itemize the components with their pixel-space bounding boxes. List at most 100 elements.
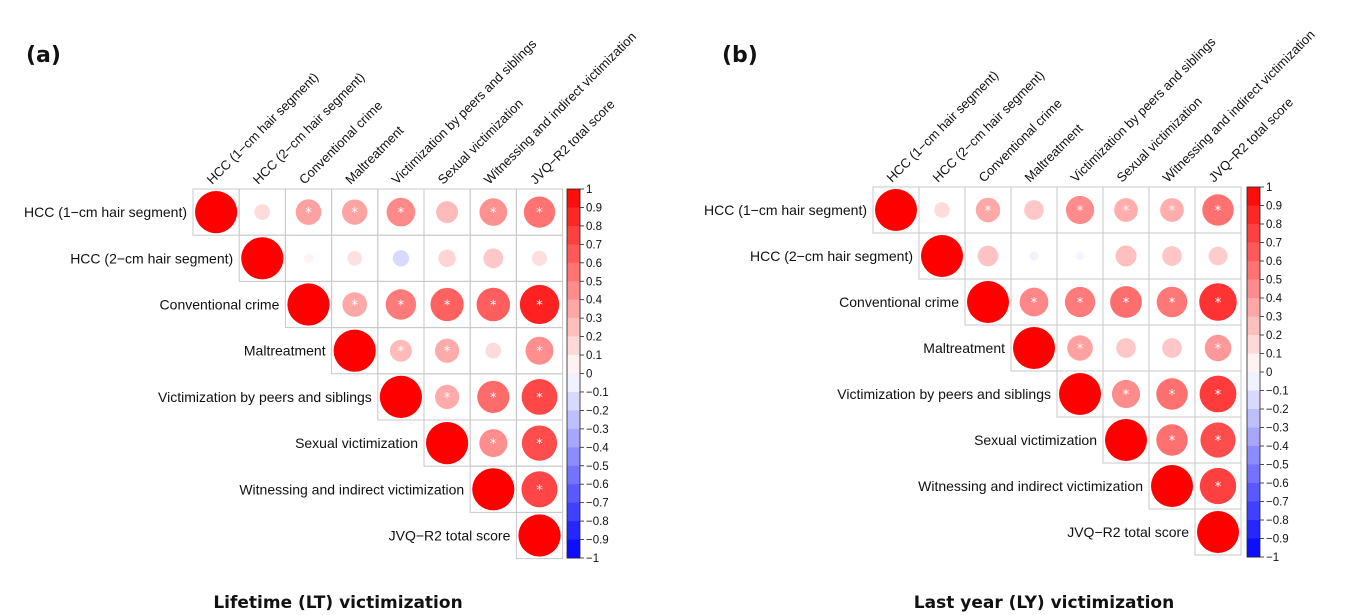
row-label: Witnessing and indirect victimization [239, 481, 464, 497]
significance-marker: * [444, 299, 451, 314]
correlation-circle [1199, 375, 1237, 413]
colorbar-segment [567, 521, 580, 540]
colorbar-segment [1247, 335, 1260, 354]
correlation-circle [386, 197, 416, 227]
colorbar-tick-label: 0.8 [1266, 219, 1282, 231]
correlation-circle [333, 329, 376, 372]
correlation-circle [426, 422, 469, 465]
colorbar-tick-label: 0.2 [1266, 330, 1282, 342]
correlation-circle [1156, 378, 1188, 410]
colorbar-tick-label: −0.9 [1266, 534, 1289, 546]
significance-marker: * [1031, 296, 1038, 311]
colorbar-tick-label: 0.4 [586, 295, 603, 307]
significance-marker: * [305, 206, 312, 221]
colorbar-segment [567, 299, 580, 319]
colorbar-tick-label: −0.2 [586, 405, 609, 417]
colorbar-tick-label: −0.6 [586, 479, 609, 491]
row-label: Sexual victimization [974, 432, 1097, 448]
correlation-circle [1059, 373, 1101, 415]
colorbar-segment [1247, 261, 1260, 280]
correlation-circle [977, 245, 999, 267]
correlation-circle [1160, 198, 1184, 222]
significance-marker: * [398, 206, 405, 221]
colorbar-segment [567, 281, 580, 301]
colorbar-segment [567, 428, 580, 448]
significance-marker: * [351, 206, 358, 221]
colorbar-segment [567, 391, 580, 411]
significance-marker: * [536, 206, 543, 221]
correlation-circle [1199, 467, 1237, 505]
colorbar-tick-label: 0.2 [586, 332, 602, 344]
correlation-circle [1204, 334, 1232, 362]
colorbar-segment [1247, 538, 1260, 558]
correlation-circle [921, 235, 963, 277]
colorbar-tick-label: −0.5 [1266, 460, 1289, 472]
correlation-circle [967, 281, 1009, 323]
correlation-circle [392, 250, 410, 267]
correlation-circle [518, 514, 561, 557]
significance-marker: * [1077, 296, 1084, 311]
colorbar-tick-label: 0.8 [586, 221, 602, 233]
correlation-circle [1151, 465, 1193, 507]
colorbar-tick-label: −1 [1266, 552, 1279, 564]
column-label: Conventional crime [976, 96, 1065, 185]
significance-marker: * [1215, 480, 1222, 495]
correlation-circle [1197, 511, 1239, 553]
colorbar-segment [1247, 242, 1260, 262]
correlation-circle [347, 250, 363, 266]
colorbar-tick-label: 0.7 [1266, 238, 1282, 250]
row-label: HCC (1−cm hair segment) [24, 204, 187, 220]
colorbar-tick-label: −0.8 [1266, 515, 1289, 527]
row-label: JVQ−R2 total score [1067, 524, 1189, 540]
correlation-circle [1105, 419, 1147, 461]
colorbar-tick-label: −0.4 [1266, 441, 1289, 453]
significance-marker: * [536, 483, 543, 498]
correlation-circle [1162, 246, 1182, 266]
significance-marker: * [1215, 434, 1222, 449]
correlation-circle [434, 338, 460, 363]
significance-marker: * [536, 345, 543, 360]
colorbar-tick-label: −0.9 [586, 535, 609, 547]
row-label: HCC (1−cm hair segment) [704, 202, 867, 218]
colorbar-tick-label: 0.3 [586, 313, 602, 325]
correlation-circle [1199, 283, 1237, 321]
colorbar-segment [1247, 224, 1260, 243]
significance-marker: * [1123, 388, 1130, 403]
correlation-circle [975, 197, 1001, 223]
correlation-circle [523, 196, 556, 228]
row-label: Witnessing and indirect victimization [918, 478, 1143, 494]
colorbar-tick-label: −0.6 [1266, 478, 1289, 490]
correlation-circle [436, 201, 459, 224]
correlation-circle [1202, 194, 1234, 226]
row-label: Sexual victimization [295, 435, 418, 451]
colorbar-segment [567, 262, 580, 282]
colorbar-tick-label: −0.1 [1266, 386, 1289, 398]
correlation-circle [479, 429, 508, 458]
colorbar-segment [1247, 464, 1260, 484]
correlation-circle [1200, 422, 1236, 458]
colorbar-segment [1247, 483, 1260, 502]
significance-marker: * [1077, 204, 1084, 219]
colorbar-segment [567, 539, 580, 559]
significance-marker: * [1169, 204, 1176, 219]
correlation-circle [472, 468, 515, 511]
significance-marker: * [444, 345, 451, 360]
correlation-circle [479, 198, 508, 226]
correlation-circle [303, 253, 314, 264]
colorbar-segment [567, 244, 580, 264]
correlation-circle [438, 249, 456, 267]
correlation-circle [1029, 251, 1039, 261]
column-label: Sexual victimization [1114, 94, 1205, 185]
significance-marker: * [1077, 342, 1084, 357]
colorbar-segment [567, 410, 580, 430]
colorbar-tick-label: 0.6 [586, 258, 602, 270]
correlation-circle [342, 199, 368, 225]
panel-letter: (a) [26, 43, 61, 68]
colorbar-tick-label: 0.5 [586, 276, 602, 288]
correlation-circle [1156, 286, 1188, 318]
colorbar-tick-label: −0.3 [1266, 423, 1289, 435]
colorbar-tick-label: 0.5 [1266, 275, 1282, 287]
correlation-circle [434, 384, 460, 410]
significance-marker: * [985, 204, 992, 219]
correlation-circle [521, 378, 558, 415]
